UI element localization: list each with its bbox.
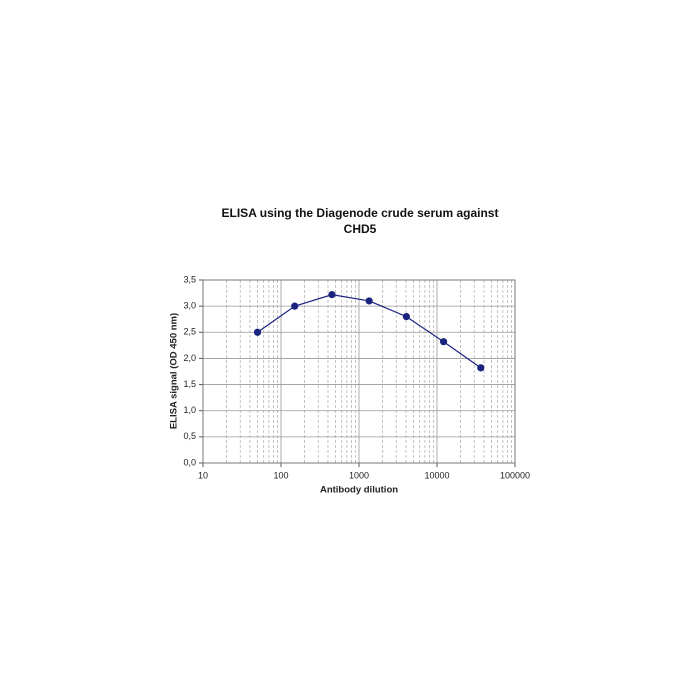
- y-tick-label: 0,5: [183, 431, 196, 441]
- x-tick-label: 100: [273, 470, 288, 480]
- y-tick-label: 3,0: [183, 301, 196, 311]
- data-point: [365, 297, 373, 305]
- x-tick-label: 100000: [500, 470, 530, 480]
- y-tick-label: 2,5: [183, 327, 196, 337]
- data-point: [439, 338, 448, 346]
- y-axis-label: ELISA signal (OD 450 nm): [169, 313, 180, 429]
- plot-border: [202, 279, 516, 464]
- data-point: [328, 291, 336, 299]
- x-axis-label: Antibody dilution: [320, 485, 398, 496]
- chart-title: ELISA using the Diagenode crude serum ag…: [221, 206, 499, 236]
- x-tick-label: 10: [198, 470, 208, 480]
- x-tick-label: 10000: [424, 470, 449, 480]
- y-tick-label: 1,0: [183, 405, 196, 415]
- y-tick-label: 0,0: [183, 457, 196, 467]
- data-point: [253, 328, 262, 336]
- data-point: [402, 313, 410, 321]
- data-point: [477, 364, 485, 372]
- y-tick-label: 3,5: [183, 274, 196, 284]
- y-tick-label: 1,5: [183, 379, 196, 389]
- data-point: [291, 302, 299, 310]
- x-tick-label: 1000: [349, 470, 369, 480]
- y-tick-label: 2,0: [183, 353, 196, 363]
